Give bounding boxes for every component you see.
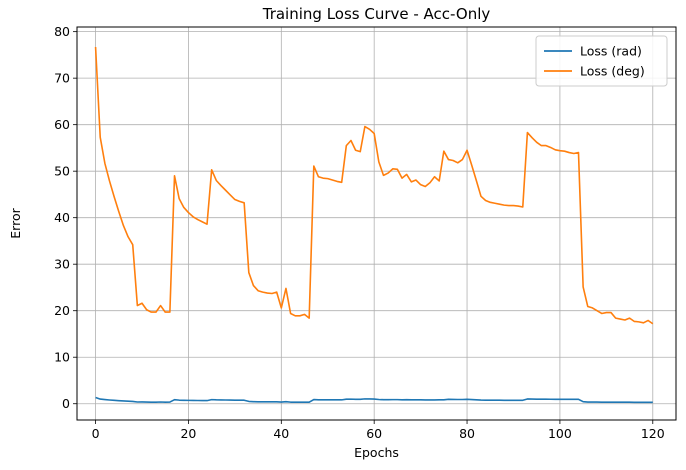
x-tick-label: 80 xyxy=(459,426,475,441)
legend-label: Loss (rad) xyxy=(580,44,642,59)
x-tick-label: 40 xyxy=(273,426,289,441)
y-tick-label: 70 xyxy=(54,71,70,86)
x-tick-label: 0 xyxy=(92,426,100,441)
series-line xyxy=(94,46,654,325)
legend-label: Loss (deg) xyxy=(580,64,645,79)
y-tick-label: 10 xyxy=(54,350,70,365)
y-tick-label: 80 xyxy=(54,24,70,39)
x-tick-label: 20 xyxy=(180,426,196,441)
y-axis-ticks: 0 10 20 30 40 50 60 70 80 xyxy=(54,24,77,411)
legend-box xyxy=(535,35,668,87)
legend: Loss (rad) Loss (deg) xyxy=(535,35,668,87)
y-tick-label: 60 xyxy=(54,117,70,132)
y-tick-label: 30 xyxy=(54,257,70,272)
y-tick-label: 40 xyxy=(54,210,70,225)
y-tick-label: 0 xyxy=(62,396,70,411)
x-axis-ticks: 0 20 40 60 80 100 120 xyxy=(92,420,665,441)
x-tick-label: 60 xyxy=(366,426,382,441)
y-tick-label: 50 xyxy=(54,164,70,179)
x-tick-label: 120 xyxy=(641,426,665,441)
x-axis-label: Epochs xyxy=(354,445,399,460)
x-tick-label: 100 xyxy=(548,426,572,441)
grid xyxy=(77,27,676,420)
series-line xyxy=(95,396,653,404)
y-tick-label: 20 xyxy=(54,303,70,318)
plot-frame xyxy=(76,26,677,421)
plot-lines xyxy=(94,46,654,404)
y-axis-label: Error xyxy=(8,207,23,238)
chart-title: Training Loss Curve - Acc-Only xyxy=(262,5,491,23)
